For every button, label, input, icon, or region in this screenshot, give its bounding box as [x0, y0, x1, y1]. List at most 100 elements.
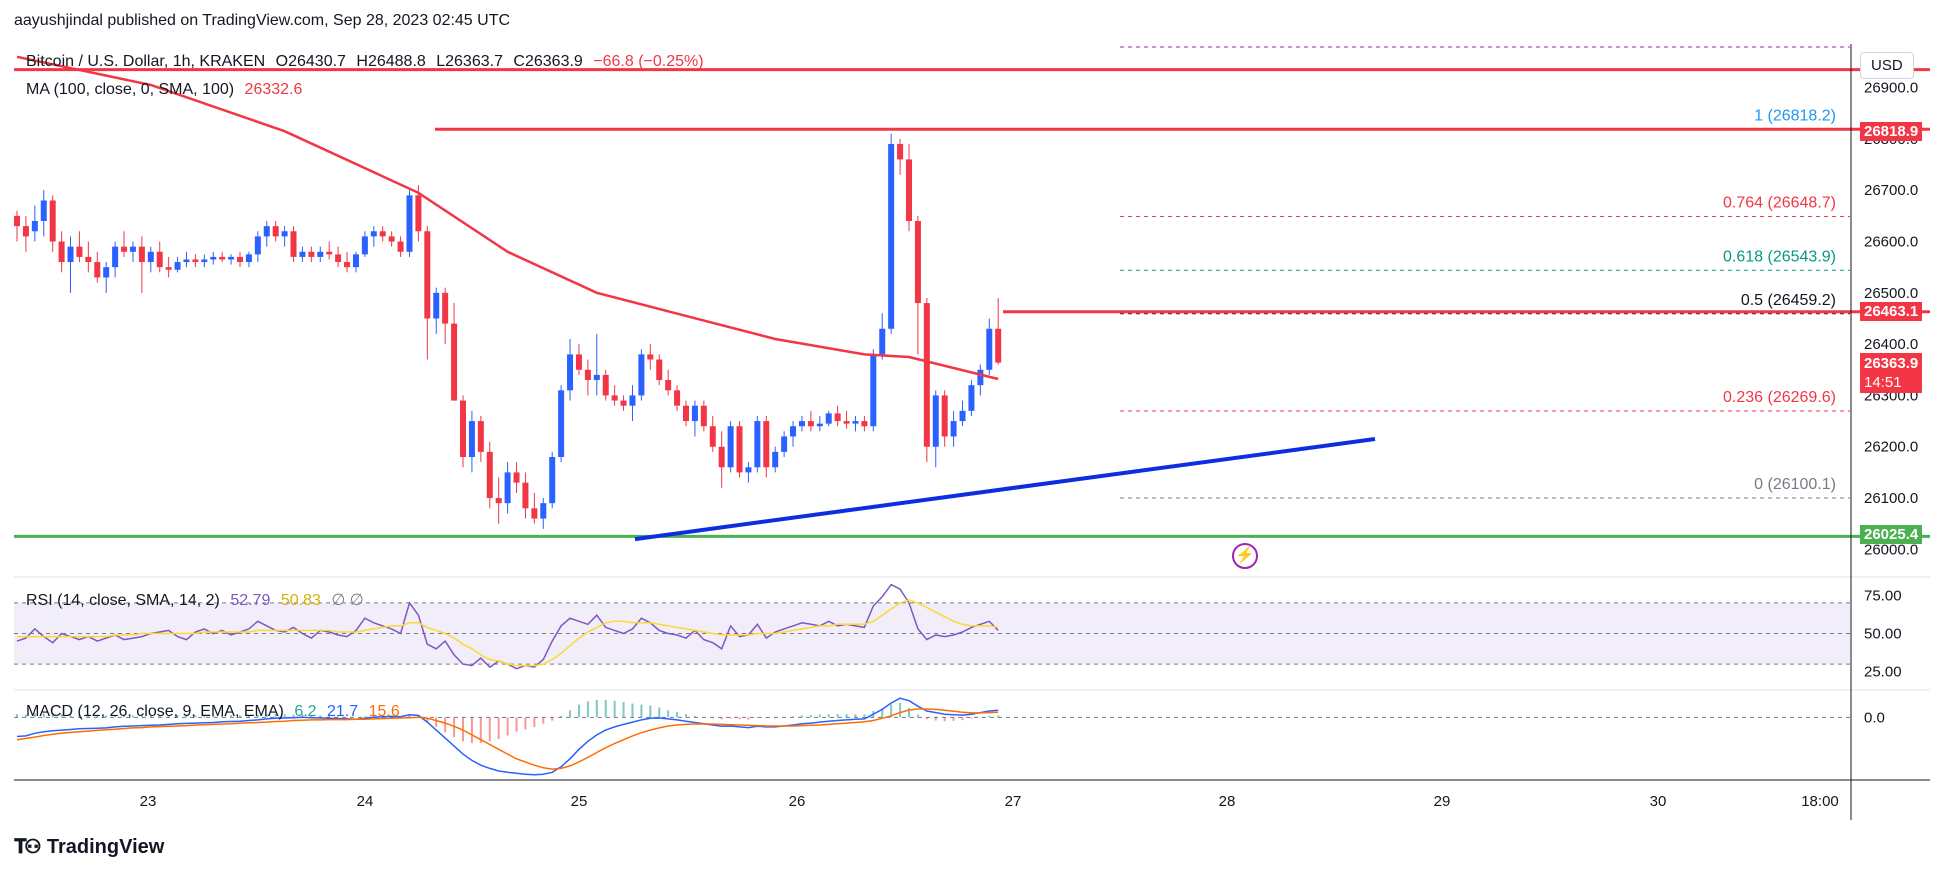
candle-body — [112, 246, 119, 268]
candle-body — [593, 374, 600, 381]
candle-body — [442, 292, 449, 324]
candle-body — [763, 421, 770, 468]
candle-body — [825, 413, 832, 424]
candle-body — [156, 251, 163, 268]
candle-body — [584, 369, 591, 381]
candle-body — [424, 231, 431, 319]
time-tick-label: 30 — [1650, 793, 1667, 810]
candle-body — [602, 374, 609, 396]
candle-body — [40, 200, 47, 221]
candle-body — [870, 354, 877, 427]
ma-legend[interactable]: MA (100, close, 0, SMA, 100) 26332.6 — [26, 81, 302, 99]
macd-line — [16, 697, 999, 776]
candle-body — [914, 221, 921, 304]
candle-body — [49, 200, 56, 242]
change-value: −66.8 (−0.25%) — [593, 53, 704, 70]
rsi-tick-label: 50.00 — [1864, 626, 1902, 643]
candle-body — [103, 267, 110, 278]
rsi-legend[interactable]: RSI (14, close, SMA, 14, 2) 52.79 50.83 … — [26, 590, 364, 610]
candle-body — [281, 231, 288, 237]
candle-body — [611, 395, 618, 401]
candle-body — [94, 262, 101, 278]
price-label-support: 26025.4 — [1860, 525, 1923, 544]
rsi-sma-line — [17, 599, 999, 667]
candle-body — [317, 251, 324, 257]
candle-body — [433, 292, 440, 319]
candle-body — [656, 359, 663, 381]
candle-body — [567, 354, 574, 391]
candle-body — [245, 254, 252, 263]
price-tick-label: 26600.0 — [1864, 234, 1918, 251]
candle-body — [932, 395, 939, 447]
candle-body — [549, 457, 556, 504]
candle-body — [638, 354, 645, 396]
candles-layer — [14, 133, 1002, 529]
candle-body — [335, 254, 342, 263]
candle-body — [254, 236, 261, 255]
candle-body — [22, 226, 29, 237]
symbol-title[interactable]: Bitcoin / U.S. Dollar, 1h, KRAKEN — [26, 53, 266, 70]
macd-label: MACD (12, 26, close, 9, EMA, EMA) — [26, 703, 284, 720]
candle-body — [370, 231, 377, 237]
candle-body — [290, 231, 297, 257]
macd-layer: 0.0 — [14, 697, 1885, 776]
macd-signal-value: 15.6 — [368, 703, 400, 720]
candle-body — [540, 503, 547, 519]
tradingview-logo[interactable]: 𝐓⚇ TradingView — [14, 836, 164, 859]
time-tick-label: 26 — [789, 793, 806, 810]
fib-level-label: 0.764 (26648.7) — [1723, 195, 1836, 212]
ma-label: MA (100, close, 0, SMA, 100) — [26, 81, 235, 98]
candle-body — [504, 472, 511, 504]
macd-signal-line — [16, 708, 999, 770]
rsi-tick-label: 25.00 — [1864, 664, 1902, 681]
candle-body — [807, 421, 814, 427]
rsi-layer: 25.00 50.00 75.00 — [14, 583, 1902, 681]
candle-body — [308, 251, 315, 257]
rsi-sma-value: 50.83 — [280, 592, 321, 609]
candle-body — [486, 451, 493, 499]
fib-level-label: 0.5 (26459.2) — [1741, 292, 1836, 309]
candle-body — [727, 426, 734, 468]
candle-body — [772, 451, 779, 468]
candle-body — [665, 380, 672, 391]
candle-body — [781, 436, 788, 452]
rsi-extra: ∅ ∅ — [331, 592, 364, 609]
currency-button[interactable]: USD — [1860, 52, 1914, 79]
candle-body — [522, 482, 529, 509]
candle-body — [629, 395, 636, 406]
candle-body — [14, 215, 20, 227]
low-value: L26363.7 — [436, 53, 503, 70]
macd-tick-label: 0.0 — [1864, 709, 1885, 726]
time-tick-label: 24 — [357, 793, 374, 810]
price-tick-label: 26500.0 — [1864, 285, 1918, 302]
macd-legend[interactable]: MACD (12, 26, close, 9, EMA, EMA) 6.2 21… — [26, 703, 400, 721]
candle-body — [388, 236, 395, 242]
alert-icon[interactable]: ⚡ — [1232, 543, 1258, 569]
candle-body — [790, 426, 797, 437]
fib-level-label: 1 (26818.2) — [1754, 108, 1836, 125]
fib-level-label: 0.618 (26543.9) — [1723, 248, 1836, 265]
candle-body — [888, 144, 895, 329]
candle-body — [709, 426, 716, 447]
candle-body — [31, 221, 38, 232]
price-tick-label: 26900.0 — [1864, 80, 1918, 97]
current-price: 26363.9 — [1864, 355, 1919, 372]
horizontal-levels-layer — [14, 68, 1930, 538]
publisher-line: aayushjindal published on TradingView.co… — [14, 12, 511, 29]
candle-body — [228, 256, 235, 260]
close-value: C26363.9 — [513, 53, 583, 70]
fib-level-label: 0.236 (26269.6) — [1723, 389, 1836, 406]
time-tick-label: 25 — [571, 793, 588, 810]
candle-body — [495, 498, 502, 504]
moving-average-layer — [16, 55, 999, 381]
candle-body — [468, 421, 475, 457]
candle-body — [361, 236, 368, 255]
high-value: H26488.8 — [356, 53, 426, 70]
time-tick-label: 23 — [140, 793, 157, 810]
candle-body — [816, 423, 823, 427]
axes-layer: 26000.0 26100.0 26200.0 26 30 0.0 26400.0 26500… — [14, 44, 1930, 820]
time-tick-label: 18:00 — [1801, 793, 1839, 810]
candle-body — [201, 259, 208, 263]
candle-body — [272, 226, 279, 237]
